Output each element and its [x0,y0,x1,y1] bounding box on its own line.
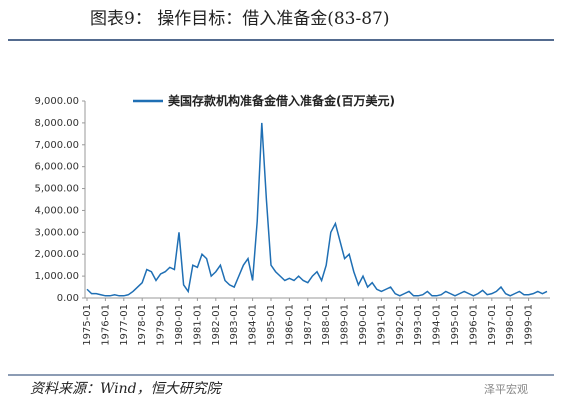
x-tick-label: 1978-01 [137,304,148,346]
x-tick-label: 1979-01 [156,304,167,346]
watermark: 泽平宏观 [484,382,528,396]
x-tick-label: 1999-01 [524,304,535,346]
x-tick-label: 1991-01 [376,304,387,346]
x-tick-label: 1997-01 [487,304,498,346]
y-tick-label: 0.00 [57,293,79,304]
x-tick-label: 1998-01 [505,304,516,346]
x-tick-label: 1984-01 [248,304,259,346]
x-tick-label: 1996-01 [468,304,479,346]
y-tick-label: 8,000.00 [34,118,79,129]
x-tick-label: 1989-01 [340,304,351,346]
x-tick-label: 1981-01 [192,304,203,346]
y-tick-label: 6,000.00 [34,162,79,173]
x-tick-label: 1975-01 [82,304,93,346]
y-tick-label: 3,000.00 [34,227,79,238]
y-tick-label: 2,000.00 [34,249,79,260]
x-tick-label: 1986-01 [284,304,295,346]
page-title: 图表9： 操作目标：借入准备金(83-87) [90,9,390,29]
source: 资料来源：Wind，恒大研究院 [30,381,223,397]
x-tick-label: 1977-01 [119,304,130,346]
x-tick-label: 1987-01 [303,304,314,346]
x-tick-label: 1980-01 [174,304,185,346]
y-tick-label: 5,000.00 [34,184,79,195]
legend-label: 美国存款机构准备金借入准备金(百万美元) [168,93,395,108]
y-tick-label: 9,000.00 [34,96,79,107]
x-tick-label: 1993-01 [413,304,424,346]
x-tick-label: 1988-01 [321,304,332,346]
x-tick-label: 1992-01 [395,304,406,346]
line-series [86,122,548,297]
y-tick-label: 1,000.00 [34,271,79,282]
x-tick-label: 1982-01 [211,304,222,346]
x-tick-label: 1976-01 [100,304,111,346]
y-tick-label: 4,000.00 [34,205,79,216]
x-tick-label: 1995-01 [450,304,461,346]
x-tick-label: 1994-01 [432,304,443,346]
x-tick-label: 1983-01 [229,304,240,346]
y-tick-label: 7,000.00 [34,140,79,151]
x-tick-label: 1985-01 [266,304,277,346]
x-tick-label: 1990-01 [358,304,369,346]
